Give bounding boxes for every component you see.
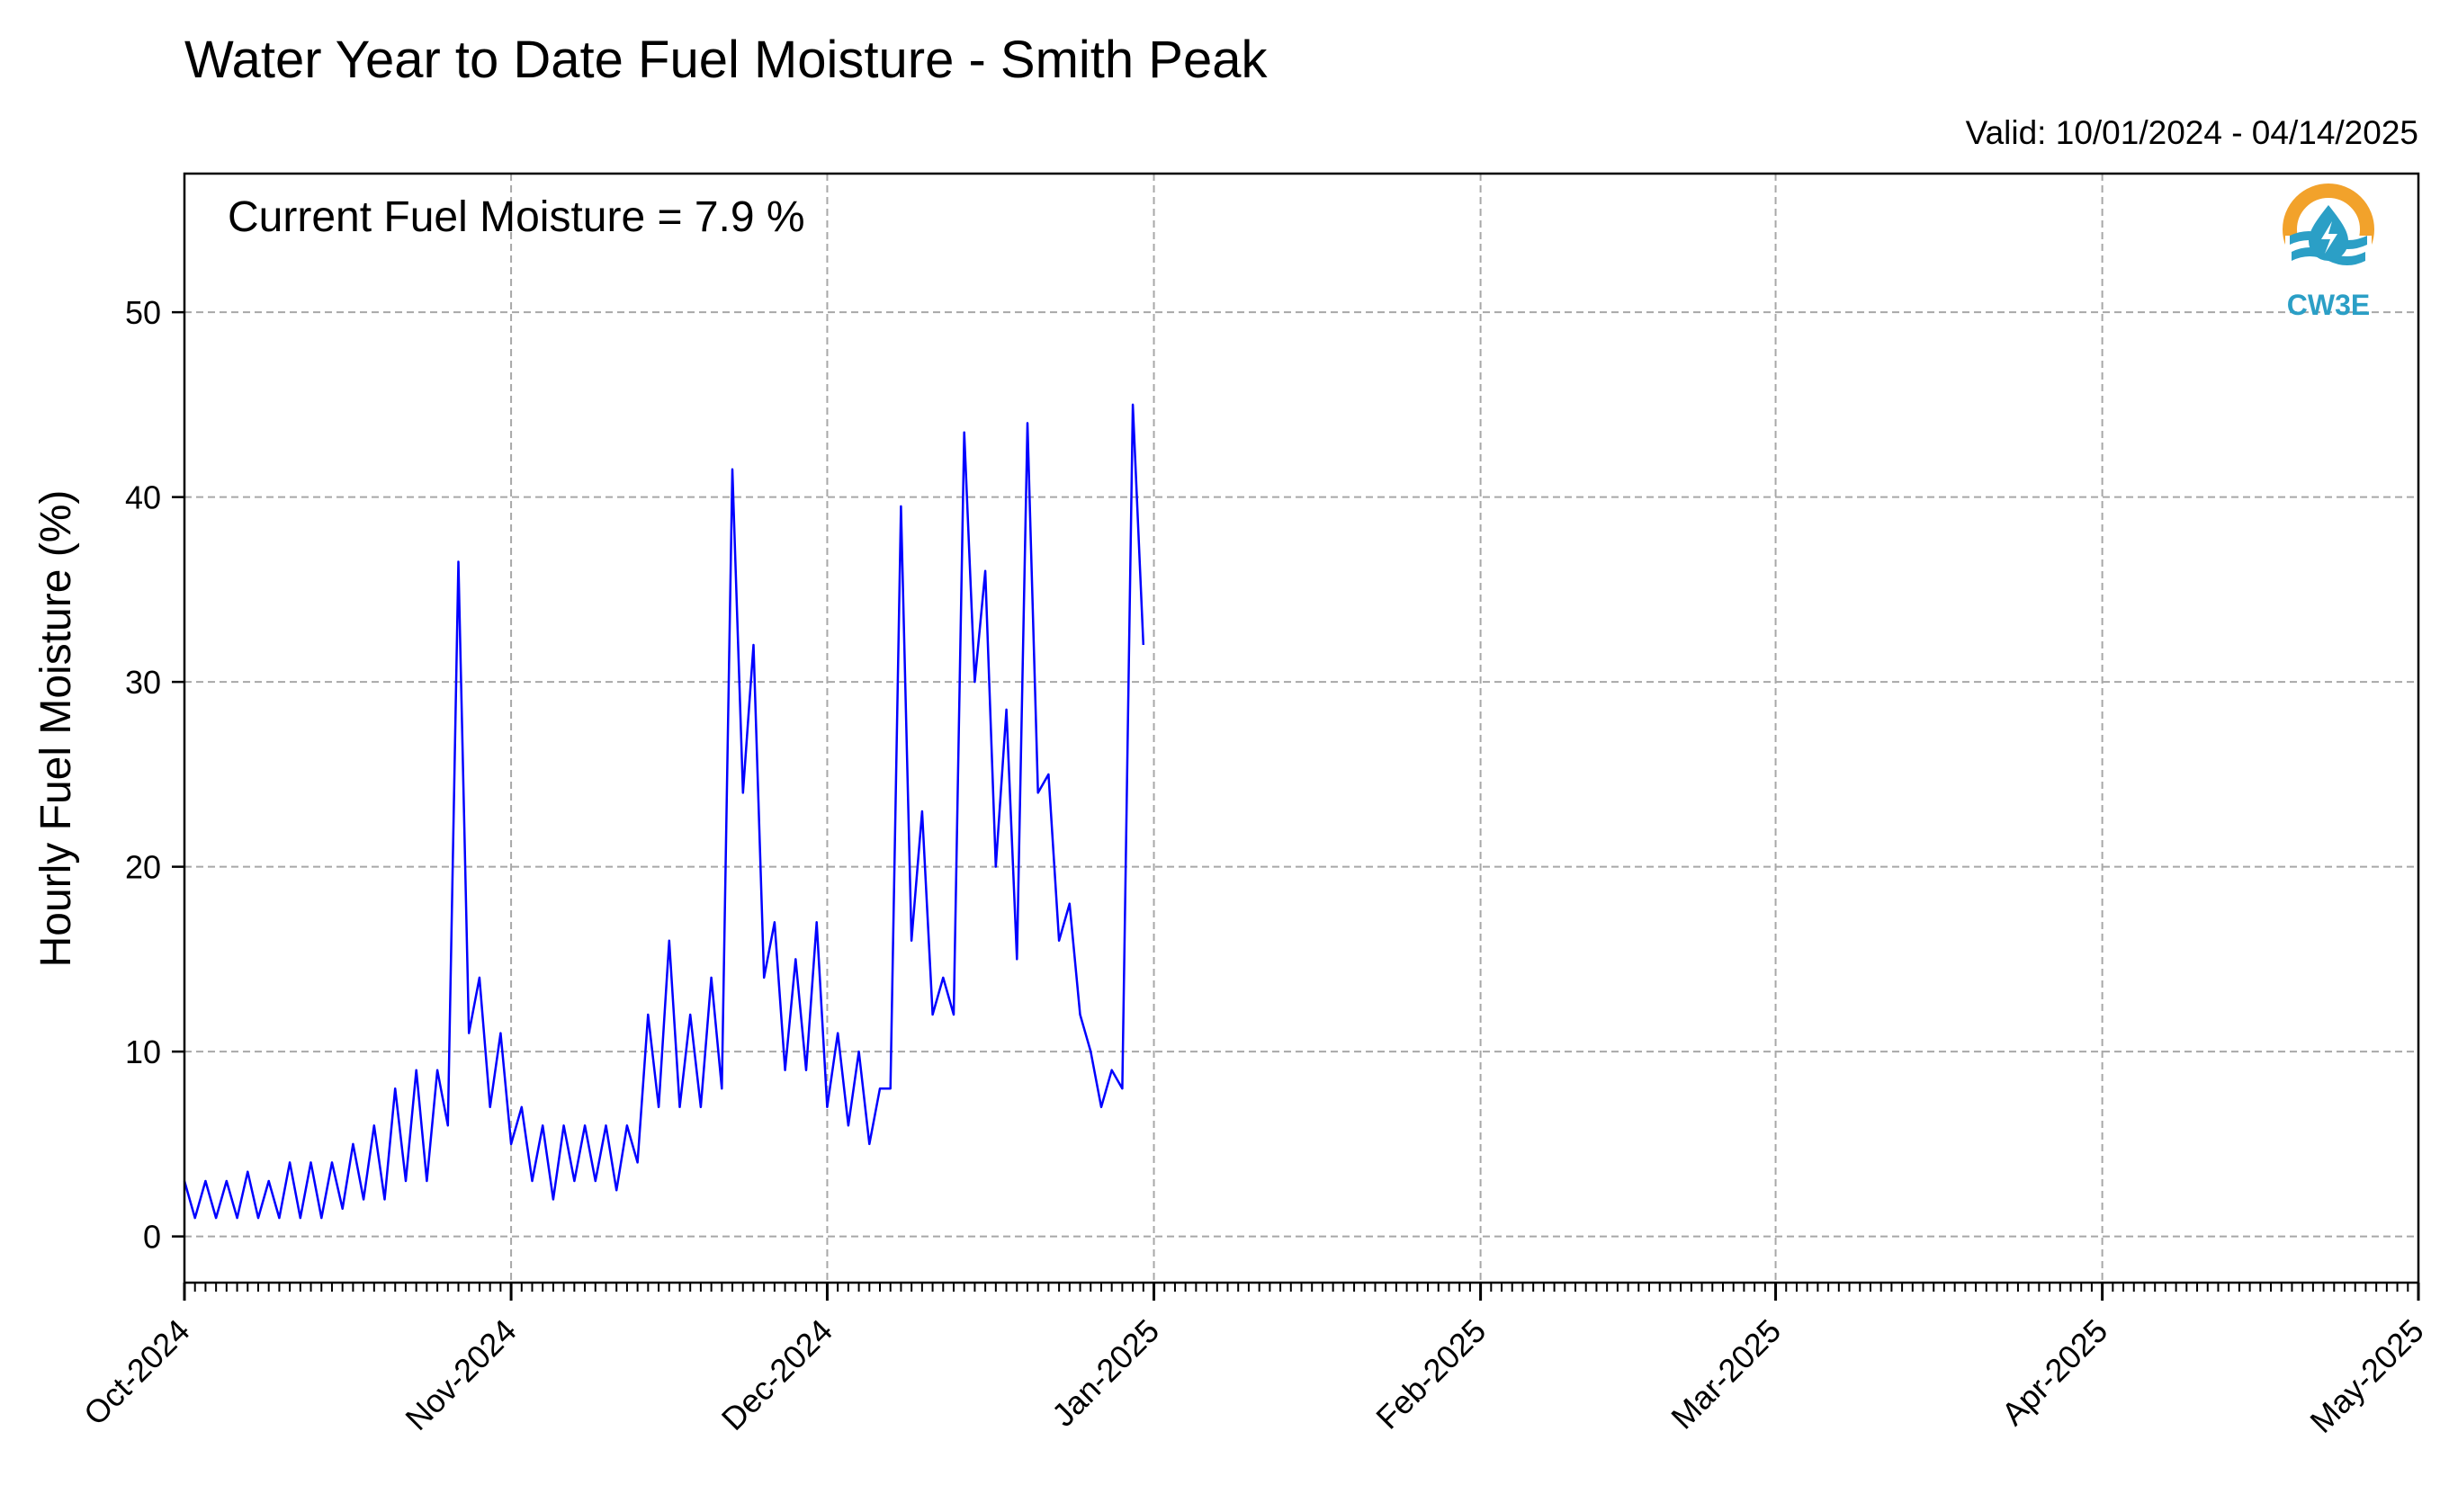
chart-subtitle: Valid: 10/01/2024 - 04/14/2025 xyxy=(1966,114,2418,151)
grid-lines xyxy=(184,174,2419,1283)
cw3e-logo: CW3E xyxy=(2283,183,2374,321)
y-tick-label: 20 xyxy=(125,849,161,886)
logo-text: CW3E xyxy=(2287,289,2370,321)
y-axis-label: Hourly Fuel Moisture (%) xyxy=(32,490,80,968)
y-tick-label: 30 xyxy=(125,664,161,701)
fuel-moisture-series-line xyxy=(183,403,1145,1220)
chart-title: Water Year to Date Fuel Moisture - Smith… xyxy=(184,31,1268,89)
logo-bolt-icon xyxy=(2321,221,2337,254)
current-moisture-annotation: Current Fuel Moisture = 7.9 % xyxy=(228,193,805,241)
series-layer xyxy=(183,403,1145,1220)
y-tick-label: 10 xyxy=(125,1033,161,1070)
y-axis: 0 10 20 30 40 50 xyxy=(125,294,184,1256)
y-tick-label: 0 xyxy=(143,1219,161,1256)
y-tick-label: 50 xyxy=(125,294,161,331)
y-tick-label: 40 xyxy=(125,479,161,516)
